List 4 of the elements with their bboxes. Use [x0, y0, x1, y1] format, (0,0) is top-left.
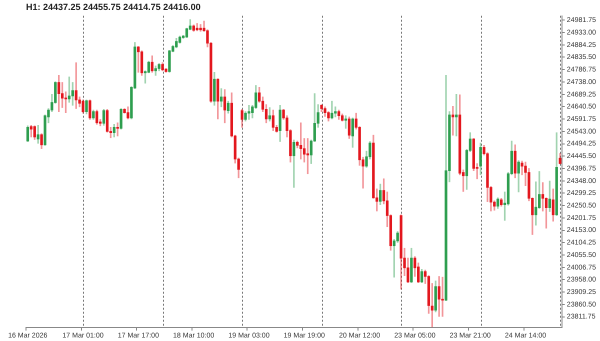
candlestick [441, 276, 444, 317]
candlestick [248, 104, 250, 120]
candlestick [520, 160, 524, 176]
chart-title: H1: 24437.25 24455.75 24414.75 24416.00 [26, 2, 201, 12]
